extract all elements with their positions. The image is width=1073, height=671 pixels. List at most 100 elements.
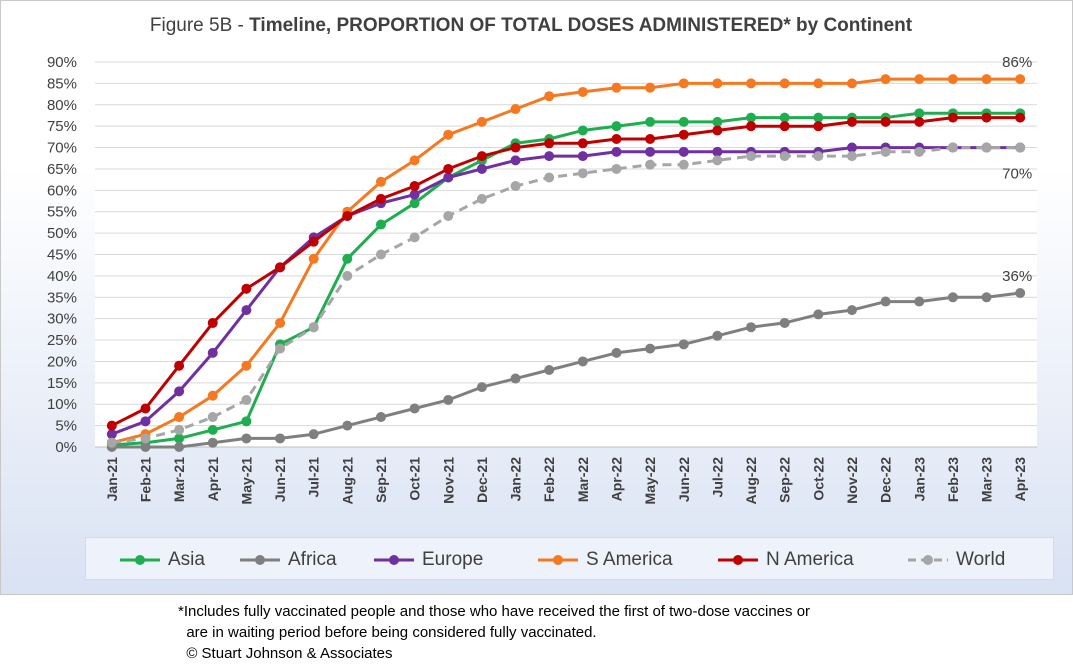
data-point-world (308, 322, 319, 333)
legend-label: Africa (288, 548, 337, 570)
data-point-world (375, 249, 386, 260)
data-point-africa (174, 442, 185, 452)
data-point-africa (746, 322, 757, 333)
data-point-n-america (308, 236, 319, 247)
data-label: 86% (1002, 54, 1032, 71)
data-point-africa (1015, 288, 1026, 298)
data-point-n-america (880, 116, 891, 127)
x-tick-label: Aug-22 (743, 457, 759, 505)
data-point-world (275, 343, 286, 354)
data-point-world (947, 142, 958, 153)
data-point-world (611, 163, 622, 174)
y-tick-label: 70% (47, 140, 77, 157)
data-point-europe (241, 305, 252, 316)
data-point-europe (174, 386, 185, 397)
y-tick-label: 35% (47, 289, 77, 306)
data-point-africa (544, 365, 555, 375)
y-tick-label: 10% (47, 396, 77, 413)
footnote-line-3: © Stuart Johnson & Associates (178, 645, 393, 662)
data-point-europe (510, 155, 521, 166)
legend-item-world: World (908, 538, 1005, 581)
data-point-europe (544, 151, 555, 162)
data-point-world (207, 412, 218, 423)
data-point-n-america (577, 138, 588, 149)
data-point-s-america (241, 360, 252, 371)
chart-area: Figure 5B - Timeline, PROPORTION OF TOTA… (0, 0, 1073, 595)
legend-swatch (718, 554, 758, 565)
data-point-s-america (914, 74, 925, 85)
legend-label: S America (586, 548, 673, 570)
data-point-world (106, 437, 117, 448)
data-point-s-america (947, 74, 958, 85)
data-point-europe (577, 151, 588, 162)
data-point-s-america (678, 78, 689, 89)
data-point-world (577, 168, 588, 179)
data-point-world (241, 394, 252, 405)
data-point-world (779, 151, 790, 162)
y-tick-label: 80% (47, 97, 77, 114)
y-tick-label: 55% (47, 204, 77, 221)
x-tick-label: Jan-21 (104, 457, 120, 502)
data-point-asia (207, 424, 218, 435)
data-point-asia (611, 121, 622, 132)
legend-label: Asia (168, 548, 205, 570)
x-tick-label: Jun-22 (676, 457, 692, 502)
x-tick-label: Jul-22 (709, 457, 725, 498)
data-point-n-america (981, 112, 992, 123)
x-tick-label: Dec-22 (878, 457, 894, 503)
data-point-europe (207, 347, 218, 358)
data-point-n-america (846, 116, 857, 127)
data-point-s-america (880, 74, 891, 85)
data-point-europe (106, 429, 117, 440)
footnote: *Includes fully vaccinated people and th… (178, 601, 810, 664)
data-point-africa (375, 412, 386, 423)
data-point-asia (577, 125, 588, 136)
data-point-europe (712, 146, 723, 157)
data-point-africa (342, 420, 353, 431)
data-point-n-america (275, 262, 286, 273)
data-point-africa (813, 309, 824, 320)
data-point-n-america (476, 151, 487, 162)
x-tick-label: Feb-23 (945, 457, 961, 502)
data-point-s-america (779, 78, 790, 89)
legend-label: World (956, 548, 1006, 570)
data-point-n-america (712, 125, 723, 136)
data-point-europe (846, 142, 857, 153)
data-point-s-america (510, 104, 521, 115)
data-point-n-america (174, 360, 185, 371)
data-point-asia (174, 433, 185, 444)
y-tick-label: 30% (47, 311, 77, 328)
x-tick-label: Apr-21 (205, 457, 221, 502)
x-tick-label: Jan-22 (508, 457, 524, 502)
legend-swatch (374, 554, 414, 565)
data-point-world (140, 433, 151, 444)
data-point-asia (779, 112, 790, 123)
data-point-world (1015, 142, 1026, 153)
legend-swatch (908, 554, 948, 565)
legend-item-africa: Africa (240, 538, 337, 581)
data-point-n-america (106, 420, 117, 431)
data-point-n-america (947, 112, 958, 123)
data-point-world (712, 155, 723, 166)
legend: Asia Africa Europe S America N America World (85, 537, 1054, 580)
y-tick-label: 25% (47, 332, 77, 349)
data-point-asia (813, 112, 824, 123)
legend-swatch (120, 554, 160, 565)
x-tick-label: Sep-22 (777, 457, 793, 503)
data-point-n-america (813, 121, 824, 132)
x-tick-label: Mar-22 (575, 457, 591, 502)
data-point-asia (712, 116, 723, 127)
data-point-n-america (544, 138, 555, 149)
x-tick-label: Feb-21 (137, 457, 153, 502)
data-point-n-america (645, 134, 656, 144)
data-point-africa (712, 330, 723, 341)
line-chart: 0% 5% 10% 15% 20% 25% 30% 35% 40% 45% 50% 55% 60% 65%… (47, 54, 1037, 505)
series-line-europe (111, 146, 1021, 436)
chart-title-prefix: Figure 5B - (149, 15, 250, 36)
data-point-n-america (510, 142, 521, 153)
series-line-s-america (111, 77, 1021, 445)
data-point-africa (443, 394, 454, 405)
data-point-n-america (409, 181, 420, 192)
legend-label: N America (766, 548, 854, 570)
x-tick-label: Jan-23 (911, 457, 927, 502)
